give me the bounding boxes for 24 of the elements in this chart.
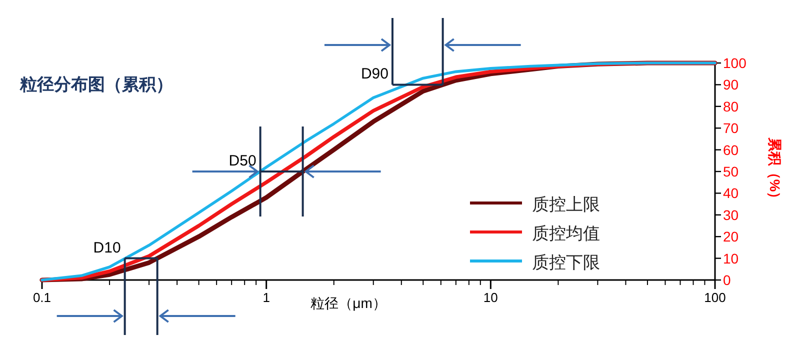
legend-label: 质控上限 — [532, 195, 600, 214]
legend-label: 质控均值 — [532, 224, 600, 243]
y-axis-title: 累积（%） — [767, 136, 783, 206]
y-tick-label: 60 — [723, 142, 739, 158]
annotation: D90 — [360, 66, 388, 83]
x-axis-title: 粒径（μm） — [310, 295, 386, 311]
x-tick-label: 1 — [262, 290, 270, 305]
y-tick-label: 50 — [723, 164, 739, 180]
y-tick-label: 20 — [723, 228, 739, 245]
y-tick-label: 70 — [723, 120, 739, 136]
y-tick-label: 40 — [723, 185, 739, 202]
annotation: D10 — [93, 239, 121, 256]
x-tick-label: 10 — [483, 290, 498, 305]
legend-label: 质控下限 — [532, 253, 600, 272]
y-tick-label: 80 — [723, 98, 739, 114]
text: 粒径分布图（累积） — [19, 75, 173, 94]
y-tick-label: 100 — [723, 55, 747, 71]
y-tick-label: 90 — [723, 76, 739, 93]
annotation: D50 — [228, 152, 256, 170]
y-tick-label: 10 — [723, 250, 739, 266]
x-tick-label: 0.1 — [32, 290, 52, 305]
y-tick-label: 0 — [723, 272, 731, 288]
y-tick-label: 30 — [723, 206, 739, 223]
x-tick-label: 100 — [704, 290, 726, 305]
